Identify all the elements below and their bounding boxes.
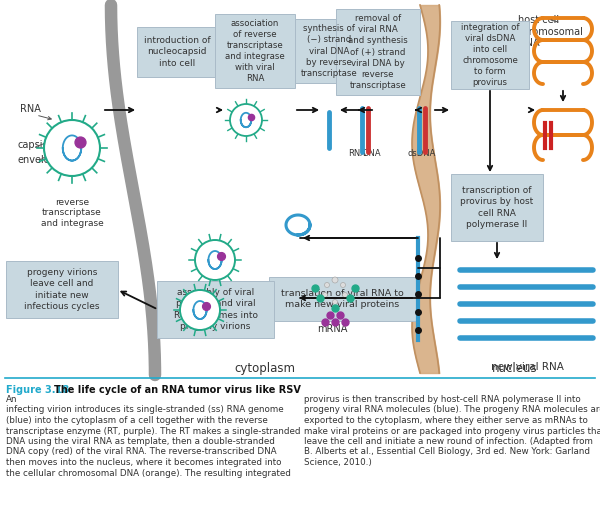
Text: DNA: DNA: [362, 149, 380, 158]
Text: then moves into the nucleus, where it becomes integrated into: then moves into the nucleus, where it be…: [6, 458, 281, 467]
FancyBboxPatch shape: [451, 21, 529, 89]
Circle shape: [230, 104, 262, 136]
Text: The life cycle of an RNA tumor virus like RSV: The life cycle of an RNA tumor virus lik…: [54, 385, 301, 395]
Text: cytoplasm: cytoplasm: [235, 362, 296, 375]
Circle shape: [323, 293, 328, 298]
Text: synthesis of
(−) strand
viral DNA
by reverse
transcriptase: synthesis of (−) strand viral DNA by rev…: [301, 24, 358, 78]
Text: the cellular chromosomal DNA (orange). The resulting integrated: the cellular chromosomal DNA (orange). T…: [6, 468, 291, 478]
FancyBboxPatch shape: [336, 9, 420, 95]
Text: provirus is then transcribed by host-cell RNA polymerase II into: provirus is then transcribed by host-cel…: [304, 395, 581, 404]
Text: reverse
transcriptase
and integrase: reverse transcriptase and integrase: [41, 198, 103, 228]
Circle shape: [341, 282, 346, 287]
Text: nucleus: nucleus: [492, 362, 538, 375]
Text: capsid: capsid: [18, 140, 50, 150]
Text: mRNA: mRNA: [317, 324, 347, 334]
Text: RNA: RNA: [348, 149, 366, 158]
Text: association
of reverse
transcriptase
and integrase
with viral
RNA: association of reverse transcriptase and…: [225, 19, 285, 83]
Circle shape: [44, 120, 100, 176]
Circle shape: [195, 240, 235, 280]
Circle shape: [343, 293, 347, 298]
Text: DNA using the viral RNA as template, then a double-stranded: DNA using the viral RNA as template, the…: [6, 437, 275, 446]
Text: new viral RNA: new viral RNA: [491, 362, 563, 372]
Circle shape: [332, 300, 337, 305]
Text: leave the cell and initiate a new round of infection. (Adapted from: leave the cell and initiate a new round …: [304, 437, 593, 446]
Circle shape: [332, 277, 338, 283]
FancyBboxPatch shape: [295, 19, 363, 83]
Text: make viral proteins or are packaged into progeny virus particles that: make viral proteins or are packaged into…: [304, 426, 600, 436]
FancyBboxPatch shape: [157, 281, 274, 338]
FancyBboxPatch shape: [6, 261, 118, 318]
Text: exported to the cytoplasm, where they either serve as mRNAs to: exported to the cytoplasm, where they ei…: [304, 416, 588, 425]
Text: transcription of
provirus by host
cell RNA
polymerase II: transcription of provirus by host cell R…: [460, 187, 533, 229]
Circle shape: [180, 290, 220, 330]
Text: Figure 3.18: Figure 3.18: [6, 385, 73, 395]
Text: envelope: envelope: [18, 155, 63, 165]
FancyBboxPatch shape: [451, 174, 543, 241]
Text: Science, 2010.): Science, 2010.): [304, 458, 372, 467]
FancyBboxPatch shape: [137, 27, 217, 77]
Text: host cell
chromosomal
DNA: host cell chromosomal DNA: [518, 15, 584, 48]
Text: RNA: RNA: [20, 104, 40, 114]
Text: progeny virions
leave cell and
initiate new
infectious cycles: progeny virions leave cell and initiate …: [24, 268, 100, 311]
Text: assembly of viral
proteins and viral
RNA genomes into
progeny virions: assembly of viral proteins and viral RNA…: [173, 288, 257, 331]
Text: B. Alberts et al., Essential Cell Biology, 3rd ed. New York: Garland: B. Alberts et al., Essential Cell Biolog…: [304, 448, 590, 456]
Text: DNA copy (red) of the viral RNA. The reverse-transcribed DNA: DNA copy (red) of the viral RNA. The rev…: [6, 448, 277, 456]
Circle shape: [325, 282, 329, 287]
Text: dsDNA: dsDNA: [408, 149, 436, 158]
FancyBboxPatch shape: [269, 277, 416, 321]
Text: removal of
viral RNA
and synthesis
of (+) strand
viral DNA by
reverse
transcript: removal of viral RNA and synthesis of (+…: [348, 14, 408, 90]
Text: transcriptase enzyme (RT, purple). The RT makes a single-stranded: transcriptase enzyme (RT, purple). The R…: [6, 426, 301, 436]
Text: integration of
viral dsDNA
into cell
chromosome
to form
provirus: integration of viral dsDNA into cell chr…: [461, 23, 519, 87]
Text: (blue) into the cytoplasm of a cell together with the reverse: (blue) into the cytoplasm of a cell toge…: [6, 416, 268, 425]
Text: introduction of
nucleocapsid
into cell: introduction of nucleocapsid into cell: [143, 37, 211, 67]
FancyBboxPatch shape: [215, 14, 295, 88]
Text: progeny viral RNA molecules (blue). The progeny RNA molecules are: progeny viral RNA molecules (blue). The …: [304, 406, 600, 415]
Text: An: An: [6, 395, 17, 404]
Text: infecting virion introduces its single-stranded (ss) RNA genome: infecting virion introduces its single-s…: [6, 406, 284, 415]
Text: translation of viral RNA to
make new viral proteins: translation of viral RNA to make new vir…: [281, 289, 404, 309]
